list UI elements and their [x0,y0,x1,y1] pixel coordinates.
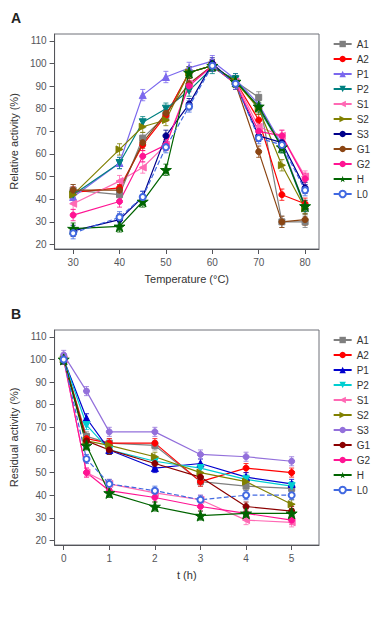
svg-text:3: 3 [198,553,204,564]
svg-text:50: 50 [35,171,47,182]
svg-text:100: 100 [30,58,47,69]
svg-text:100: 100 [30,354,47,365]
svg-text:80: 80 [300,257,312,268]
svg-text:A: A [11,10,21,26]
svg-text:0: 0 [61,553,67,564]
svg-text:30: 30 [35,512,47,523]
svg-text:P2: P2 [357,84,370,95]
svg-text:40: 40 [35,194,47,205]
svg-text:80: 80 [35,399,47,410]
svg-text:30: 30 [35,216,47,227]
svg-text:S3: S3 [357,129,370,140]
svg-text:70: 70 [35,422,47,433]
svg-text:A2: A2 [357,350,370,361]
svg-text:70: 70 [35,126,47,137]
svg-text:P1: P1 [357,69,370,80]
svg-text:G2: G2 [357,455,371,466]
svg-text:Residual activity (%): Residual activity (%) [8,388,20,488]
svg-text:S3: S3 [357,425,370,436]
svg-text:20: 20 [35,239,47,250]
svg-text:60: 60 [207,257,219,268]
svg-text:G1: G1 [357,440,371,451]
svg-text:80: 80 [35,103,47,114]
svg-text:Temperature (°C): Temperature (°C) [145,273,229,285]
svg-text:A2: A2 [357,54,370,65]
svg-text:90: 90 [35,377,47,388]
svg-text:90: 90 [35,81,47,92]
svg-text:5: 5 [289,553,295,564]
svg-text:S2: S2 [357,114,370,125]
svg-text:20: 20 [35,535,47,546]
svg-text:S1: S1 [357,395,370,406]
svg-text:60: 60 [35,444,47,455]
svg-text:A1: A1 [357,39,370,50]
svg-text:S1: S1 [357,99,370,110]
svg-text:P2: P2 [357,380,370,391]
svg-text:P1: P1 [357,365,370,376]
svg-text:A1: A1 [357,335,370,346]
svg-text:4: 4 [243,553,249,564]
svg-text:G1: G1 [357,144,371,155]
svg-text:L0: L0 [357,485,369,496]
svg-text:S2: S2 [357,410,370,421]
svg-text:H: H [357,174,364,185]
svg-text:2: 2 [152,553,158,564]
svg-text:50: 50 [160,257,172,268]
svg-text:50: 50 [35,467,47,478]
svg-text:t (h): t (h) [177,569,197,581]
svg-text:L0: L0 [357,189,369,200]
svg-text:40: 40 [114,257,126,268]
svg-text:40: 40 [35,490,47,501]
svg-text:60: 60 [35,148,47,159]
svg-text:B: B [11,306,21,322]
svg-text:G2: G2 [357,159,371,170]
svg-text:H: H [357,470,364,481]
svg-text:110: 110 [31,331,47,342]
svg-text:30: 30 [68,257,80,268]
svg-text:Relative activity (%): Relative activity (%) [8,93,20,190]
svg-text:70: 70 [253,257,265,268]
svg-text:110: 110 [31,35,47,46]
svg-text:1: 1 [107,553,113,564]
